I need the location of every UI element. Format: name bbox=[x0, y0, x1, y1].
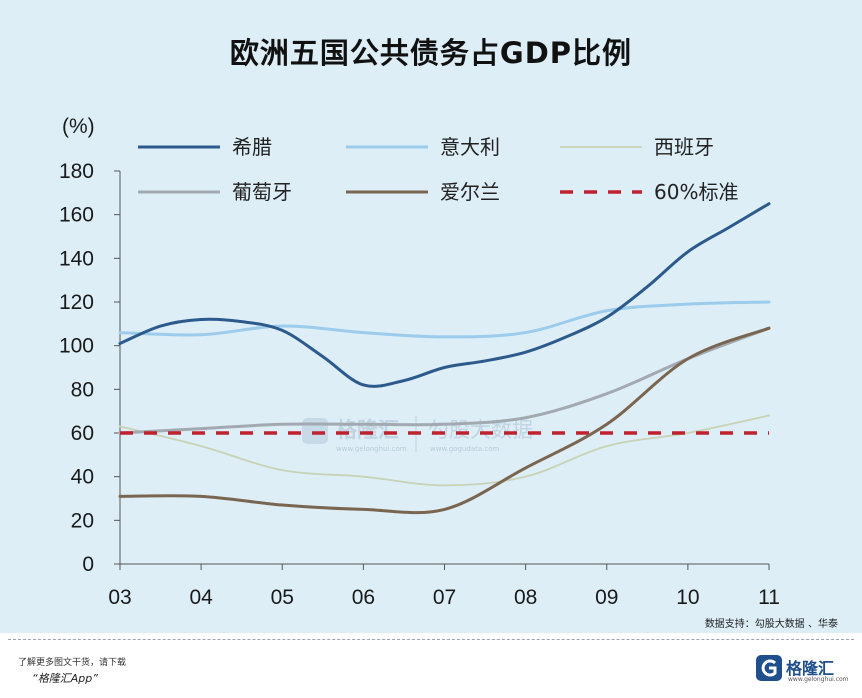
series-line-2 bbox=[119, 414, 770, 487]
x-tick-label: 11 bbox=[758, 586, 780, 609]
chart-panel: 欧洲五国公共债务占GDP比例 格隆汇 www.gelonghui.com 勾股大… bbox=[0, 0, 862, 633]
series-line-0 bbox=[118, 202, 771, 388]
y-tick-label: 80 bbox=[71, 378, 94, 401]
footer-divider bbox=[8, 639, 854, 640]
footer-app-name[interactable]: “格隆汇App” bbox=[32, 672, 98, 685]
logo-name: 格隆汇 bbox=[786, 659, 835, 678]
y-tick-label: 60 bbox=[71, 422, 94, 445]
watermark-partner-url: www.gogudata.com bbox=[430, 445, 499, 453]
watermark-brand: 格隆汇 bbox=[336, 418, 399, 442]
watermark-brand-url: www.gelonghui.com bbox=[336, 445, 407, 453]
y-tick-label: 0 bbox=[82, 553, 94, 576]
x-tick-label: 09 bbox=[595, 586, 618, 609]
footer-download-hint: 了解更多图文干货，请下载 bbox=[18, 658, 127, 668]
legend-label-4: 爱尔兰 bbox=[440, 180, 500, 204]
legend-label-1: 意大利 bbox=[440, 135, 500, 159]
legend-label-3: 葡萄牙 bbox=[232, 180, 292, 204]
chart-svg: 格隆汇 www.gelonghui.com 勾股大数据 www.gogudata… bbox=[59, 115, 838, 630]
x-tick-label: 03 bbox=[108, 586, 131, 609]
series-line-4 bbox=[118, 326, 771, 515]
series-line-1 bbox=[118, 300, 771, 339]
legend-label-5: 60%标准 bbox=[654, 180, 738, 204]
chart-title: 欧洲五国公共债务占GDP比例 bbox=[229, 36, 633, 70]
axis-ticks: 0 20 40 60 80 100 120 140 160 180 03 04 05 06 07 08 09 10… bbox=[59, 160, 780, 609]
watermark-logo-icon bbox=[302, 418, 328, 444]
gelonghui-logo[interactable]: 格隆汇 www.gelonghui.com bbox=[756, 653, 849, 687]
y-tick-label: 20 bbox=[71, 509, 94, 532]
x-tick-label: 05 bbox=[271, 586, 294, 609]
y-tick-label: 120 bbox=[59, 291, 94, 314]
x-tick-label: 08 bbox=[514, 586, 537, 609]
x-tick-label: 10 bbox=[676, 586, 699, 609]
logo-icon bbox=[756, 655, 782, 681]
y-tick-label: 100 bbox=[59, 335, 94, 358]
y-tick-label: 160 bbox=[59, 204, 94, 227]
y-tick-label: 40 bbox=[71, 466, 94, 489]
series-lines bbox=[118, 202, 771, 515]
y-axis-unit: (%) bbox=[62, 115, 95, 138]
logo-url: www.gelonghui.com bbox=[788, 676, 849, 683]
y-tick-label: 140 bbox=[59, 247, 94, 270]
legend-label-2: 西班牙 bbox=[654, 135, 714, 159]
legend-label-0: 希腊 bbox=[232, 135, 272, 159]
series-line-3 bbox=[118, 326, 771, 435]
footer: 了解更多图文干货，请下载 “格隆汇App” 格隆汇 www.gelonghui.… bbox=[0, 633, 862, 698]
y-tick-label: 180 bbox=[59, 160, 94, 183]
source-note: 数据支持：勾股大数据 、华泰 bbox=[705, 617, 838, 630]
x-tick-label: 06 bbox=[352, 586, 375, 609]
x-tick-label: 04 bbox=[189, 586, 213, 609]
x-tick-label: 07 bbox=[433, 586, 456, 609]
